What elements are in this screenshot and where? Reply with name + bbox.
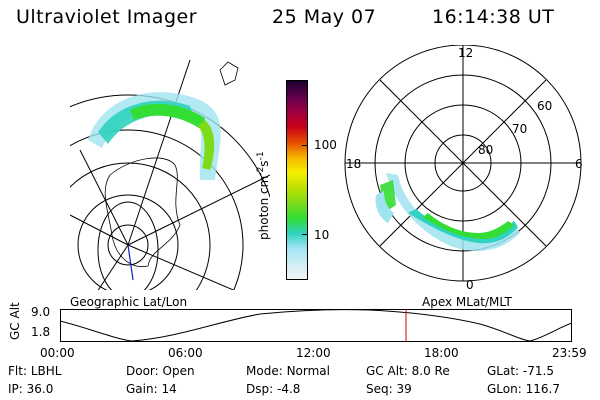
timeline-xtick-1200: 12:00 — [296, 346, 331, 360]
apex-polar-map — [344, 45, 582, 282]
geographic-map — [70, 59, 270, 290]
altitude-curve — [60, 309, 572, 342]
colorbar-tick-10: 10 — [314, 228, 330, 242]
mlat-label-70: 70 — [512, 122, 528, 136]
timeline-ylabel: GC Alt — [8, 302, 22, 340]
colorbar — [286, 80, 308, 280]
colorbar-tick — [302, 145, 307, 146]
info-glat: GLat: -71.5 — [487, 364, 554, 378]
timeline-xtick-0600: 06:00 — [168, 346, 203, 360]
info-gc-alt: GC Alt: 8.0 Re — [366, 364, 450, 378]
timeline-xtick-1800: 18:00 — [424, 346, 459, 360]
info-door: Door: Open — [126, 364, 195, 378]
mlat-label-80: 80 — [478, 143, 494, 157]
info-seq: Seq: 39 — [366, 382, 412, 396]
mlt-label-12: 12 — [458, 46, 474, 60]
timeline-ytick-min: 1.8 — [31, 325, 51, 339]
info-glon: GLon: 116.7 — [487, 382, 560, 396]
info-mode: Mode: Normal — [246, 364, 330, 378]
timeline-xtick-0000: 00:00 — [40, 346, 75, 360]
coastline-islands — [219, 61, 239, 86]
right-map-title: Apex MLat/MLT — [422, 295, 512, 309]
colorbar-unit-label: photon cm-2s-1 — [256, 151, 271, 240]
left-map-title: Geographic Lat/Lon — [70, 295, 188, 309]
mlt-label-18: 18 — [346, 157, 362, 171]
instrument-title: Ultraviolet Imager — [16, 6, 198, 28]
colorbar-unit-s: s — [257, 160, 271, 167]
info-gain: Gain: 14 — [126, 382, 177, 396]
satellite-track — [127, 244, 134, 281]
colorbar-tick — [302, 234, 307, 235]
timeline-ytick-max: 9.0 — [31, 305, 51, 319]
time-label: 16:14:38 UT — [432, 6, 555, 28]
info-flt: Flt: LBHL — [8, 364, 62, 378]
colorbar-unit-text: photon cm — [257, 175, 271, 240]
info-ip: IP: 36.0 — [8, 382, 54, 396]
colorbar-tick-100: 100 — [314, 138, 337, 152]
coastline-antarctica — [104, 157, 181, 268]
aurora-emission-left — [88, 92, 221, 180]
colorbar-unit-exp1: -2 — [256, 166, 266, 176]
mlt-label-0: 0 — [466, 278, 474, 292]
timeline-xtick-2359: 23:59 — [552, 346, 587, 360]
date-label: 25 May 07 — [272, 6, 377, 28]
aurora-emission-right — [375, 173, 520, 252]
mlat-label-60: 60 — [537, 99, 553, 113]
timeline-plot — [60, 309, 572, 342]
info-dsp: Dsp: -4.8 — [246, 382, 301, 396]
mlt-label-6: 6 — [575, 157, 583, 171]
colorbar-unit-exp2: -1 — [256, 151, 266, 161]
